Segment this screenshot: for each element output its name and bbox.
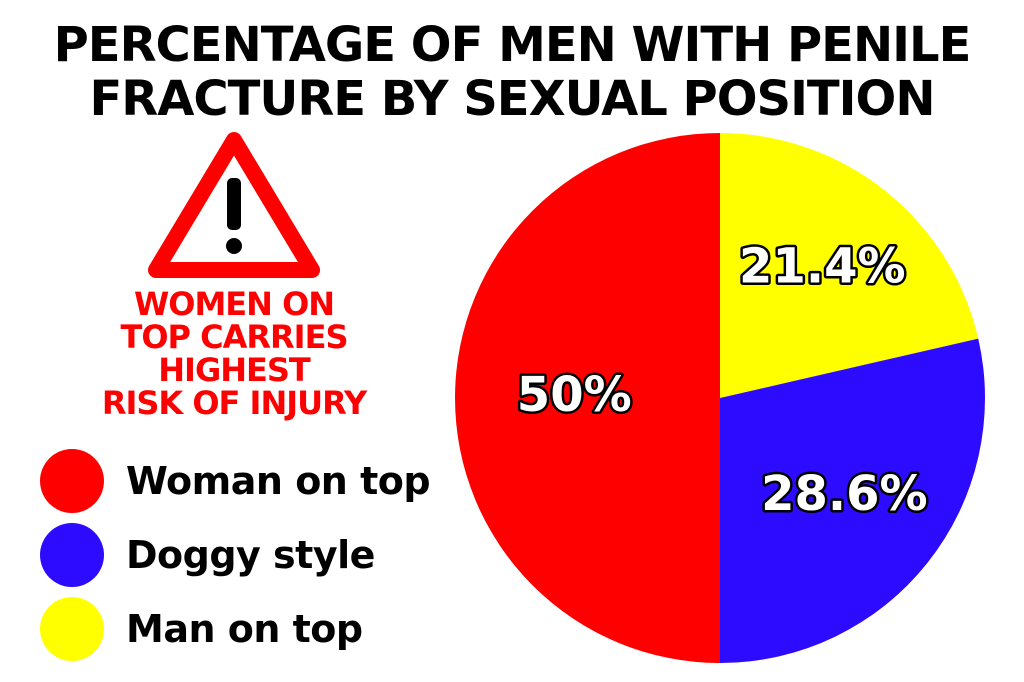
legend-label-man-on-top: Man on top <box>126 607 363 651</box>
pie-label-doggy-style: 28.6% <box>761 466 928 522</box>
chart-title-line-1: PERCENTAGE OF MEN WITH PENILE <box>53 17 972 73</box>
legend-label-doggy-style: Doggy style <box>126 533 375 577</box>
legend-item-man-on-top: Man on top <box>40 597 363 661</box>
legend-item-doggy-style: Doggy style <box>40 523 375 587</box>
pie-slice-woman-on-top <box>455 133 720 663</box>
warning-line-4: RISK OF INJURY <box>101 384 367 422</box>
legend-item-woman-on-top: Woman on top <box>40 449 431 513</box>
warning-line-3: HIGHEST <box>158 351 310 389</box>
legend-swatch-man-on-top <box>40 597 104 661</box>
warning-line-2: TOP CARRIES <box>120 318 349 356</box>
warning-triangle-icon <box>148 132 320 278</box>
warning-line-1: WOMEN ON <box>133 285 335 323</box>
chart-title-line-2: FRACTURE BY SEXUAL POSITION <box>89 71 935 127</box>
pie-label-man-on-top: 21.4% <box>739 238 906 294</box>
pie-slice-doggy-style <box>720 338 985 663</box>
pie-chart: 21.4% 28.6% 50% <box>455 133 985 663</box>
pie-label-woman-on-top: 50% <box>517 367 632 423</box>
legend-swatch-doggy-style <box>40 523 104 587</box>
warning-callout: WOMEN ON TOP CARRIES HIGHEST RISK OF INJ… <box>84 288 384 420</box>
legend-label-woman-on-top: Woman on top <box>126 459 431 503</box>
chart-title: PERCENTAGE OF MEN WITH PENILE FRACTURE B… <box>0 18 1024 126</box>
legend-swatch-woman-on-top <box>40 449 104 513</box>
pie-slice-man-on-top <box>720 133 979 398</box>
